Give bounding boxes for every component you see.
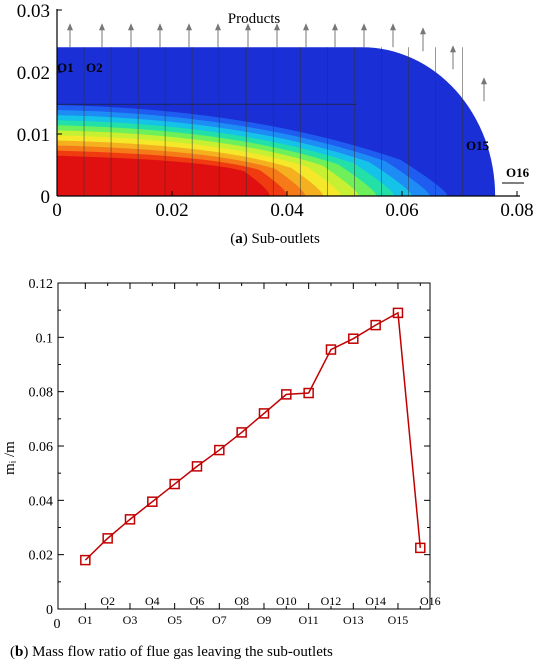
x-tick-label: O15	[388, 613, 409, 627]
x-tick-label: O13	[343, 613, 364, 627]
sub-outlet-dividers	[57, 47, 463, 196]
product-arrow	[186, 23, 192, 48]
product-arrow	[332, 23, 338, 48]
x-tick-label: O6	[190, 594, 205, 608]
product-arrow	[67, 23, 73, 48]
data-point	[214, 444, 225, 456]
data-point	[80, 554, 91, 566]
mass-flow-chart: 00.020.040.060.080.10.120 O1 O3 O5 O7 O9 O11 O1…	[2, 277, 441, 632]
x-tick-label: O2	[100, 594, 115, 608]
x-tick-label-a: 0	[52, 200, 62, 221]
y-tick-label: 0.06	[29, 440, 54, 455]
data-point	[392, 307, 404, 319]
product-arrow	[157, 23, 163, 48]
y-tick-label-a: 0	[41, 187, 51, 208]
y-tick-label: 0	[46, 603, 53, 618]
product-arrow	[215, 23, 221, 48]
product-arrow	[481, 77, 487, 102]
x-tick-label: O4	[145, 594, 160, 608]
caption-b: (b) Mass flow ratio of flue gas leaving …	[10, 644, 333, 660]
product-arrow	[99, 23, 105, 48]
y-tick-label-a: 0.03	[17, 1, 50, 22]
data-point	[325, 344, 337, 355]
x-tick-label: O10	[276, 594, 297, 608]
y-tick-label: 0.02	[29, 549, 54, 564]
x-tick-label: O5	[167, 613, 182, 627]
x-tick-label-a: 0.08	[500, 200, 533, 221]
y-tick-label: 0.12	[29, 277, 54, 292]
data-point	[191, 461, 203, 472]
data-point	[348, 333, 359, 344]
product-arrow	[361, 23, 367, 48]
product-arrow	[128, 23, 134, 48]
contour-field	[57, 47, 496, 197]
x-tick-label: O7	[212, 613, 227, 627]
data-point	[124, 514, 136, 525]
data-point	[258, 408, 270, 419]
product-arrow	[390, 23, 396, 48]
y-tick-label: 0.08	[29, 386, 54, 401]
data-point	[303, 387, 314, 399]
outlet-label-o15: O15	[466, 138, 490, 153]
plot-frame	[57, 282, 431, 610]
x-tick-label: O12	[321, 594, 342, 608]
data-point	[102, 533, 113, 544]
x-tick-label: O3	[123, 613, 138, 627]
y-tick-label: 0.1	[36, 331, 54, 346]
x-tick-label: O8	[234, 594, 249, 608]
data-point	[236, 427, 247, 438]
outlet-label-o2: O2	[86, 60, 103, 75]
outlet-label-o1: O1	[57, 60, 74, 75]
product-arrow	[303, 23, 309, 48]
x-tick-label-a: 0.02	[155, 200, 188, 221]
x-tick-label: O9	[257, 613, 272, 627]
x-tick-label: O16	[420, 594, 441, 608]
x-tick-label: O14	[365, 594, 386, 608]
data-point	[415, 542, 426, 554]
product-arrow	[450, 45, 456, 70]
contour-band-11	[57, 155, 270, 196]
product-arrow	[420, 27, 426, 52]
x-tick-label: O11	[299, 613, 319, 627]
y-tick-label-a: 0.01	[17, 125, 50, 146]
caption-a: (a) Sub-outlets	[230, 231, 320, 247]
x-tick-label-a: 0.04	[270, 200, 304, 221]
data-point	[281, 389, 292, 400]
series-line	[84, 311, 422, 561]
data-point	[169, 478, 180, 490]
x-tick-label-zero: 0	[54, 617, 61, 632]
y-tick-label-a: 0.02	[17, 63, 50, 84]
product-arrow	[245, 23, 251, 48]
x-tick-label-a: 0.06	[385, 200, 418, 221]
product-arrow	[274, 23, 280, 48]
y-axis-label: mᵢ /m	[2, 441, 18, 475]
product-flow-arrows	[67, 23, 487, 102]
outlet-label-o16: O16	[506, 165, 530, 180]
x-tick-label: O1	[78, 613, 93, 627]
products-label: Products	[228, 11, 281, 27]
data-point	[147, 496, 158, 507]
data-point	[370, 319, 381, 331]
y-tick-label: 0.04	[29, 494, 54, 509]
